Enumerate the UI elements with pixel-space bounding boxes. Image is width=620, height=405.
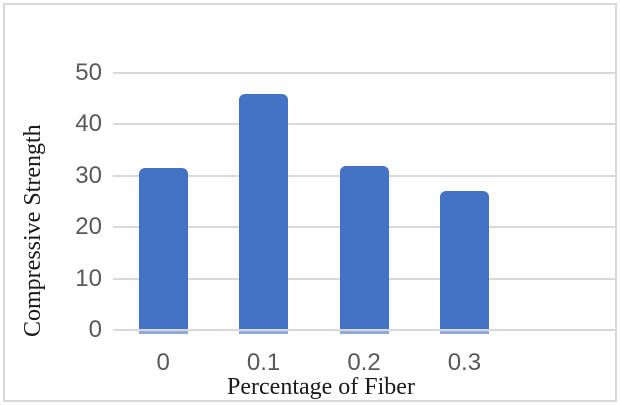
bar-0 [138, 168, 188, 334]
y-tick-label: 50 [75, 59, 102, 86]
bar-base-edge [239, 330, 289, 334]
y-tick-label: 10 [75, 264, 102, 292]
bar-0.1 [239, 93, 289, 334]
y-tick-label: 20 [75, 213, 102, 241]
x-tick-label: 0.1 [246, 349, 281, 376]
bar-0.3 [439, 191, 489, 334]
x-tick-label: 0.2 [347, 349, 381, 376]
bar-base-edge [138, 330, 188, 334]
gridline [113, 72, 615, 74]
bar-base-edge [439, 330, 489, 334]
x-axis-line [113, 329, 615, 331]
gridline [113, 123, 615, 126]
x-axis-title: Percentage of Fiber [227, 374, 415, 400]
x-tick-label: 0 [156, 349, 170, 376]
plot-area [113, 72, 615, 334]
y-tick-label: 40 [75, 110, 102, 138]
x-tick-label: 0.3 [447, 349, 482, 376]
y-tick-label: 0 [88, 316, 102, 343]
bar-0.2 [339, 165, 389, 334]
bar-base-edge [339, 330, 389, 334]
y-tick-label: 30 [75, 161, 102, 189]
